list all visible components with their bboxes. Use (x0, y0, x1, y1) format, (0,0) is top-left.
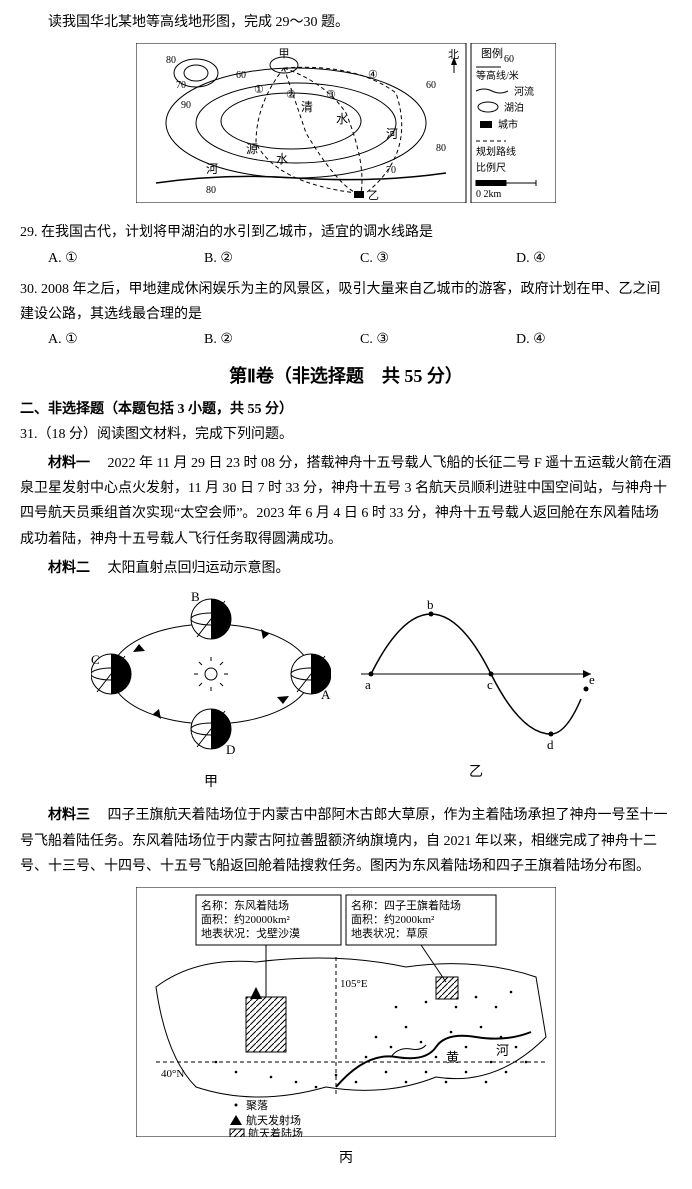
svg-text:城市: 城市 (498, 118, 518, 131)
svg-text:e: e (589, 672, 595, 687)
svg-text:河: 河 (386, 127, 398, 141)
svg-text:60: 60 (426, 80, 436, 91)
figure-map-bing: 名称：东风着陆场 面积：约20000km² 地表状况：戈壁沙漠 名称：四子王旗着… (20, 887, 672, 1171)
svg-text:70: 70 (386, 165, 396, 176)
material3-label: 材料三 (48, 808, 90, 823)
q29-options: A. ① B. ② C. ③ D. ④ (20, 246, 672, 271)
svg-text:④: ④ (368, 69, 378, 81)
q29-opt-a: A. ① (48, 246, 204, 271)
intro-29-30: 读我国华北某地等高线地形图，完成 29～30 题。 (20, 10, 672, 35)
q30-options: A. ① B. ② C. ③ D. ④ (20, 327, 672, 352)
svg-text:b: b (427, 599, 434, 612)
svg-text:航天发射场: 航天发射场 (246, 1113, 301, 1127)
svg-text:图例: 图例 (481, 46, 503, 60)
svg-text:a: a (365, 677, 371, 692)
svg-text:70: 70 (176, 80, 186, 91)
material1-text: 2022 年 11 月 29 日 23 时 08 分，搭载神舟十五号载人飞船的长… (20, 456, 671, 547)
svg-text:水: 水 (336, 112, 348, 126)
svg-text:水: 水 (276, 152, 288, 166)
svg-text:等高线/米: 等高线/米 (476, 69, 519, 82)
diagram-jia-svg: A B C D (91, 589, 331, 759)
diagram-yi-label: 乙 (351, 760, 601, 785)
svg-text:黄: 黄 (446, 1050, 459, 1065)
svg-text:名称：四子王旗着陆场: 名称：四子王旗着陆场 (351, 898, 461, 912)
q30-stem: 30. 2008 年之后，甲地建成休闲娱乐为主的风景区，吸引大量来自乙城市的游客… (20, 277, 672, 327)
svg-text:地表状况：戈壁沙漠: 地表状况：戈壁沙漠 (201, 926, 300, 940)
q30-opt-a: A. ① (48, 327, 204, 352)
q29-stem: 29. 在我国古代，计划将甲湖泊的水引到乙城市，适宜的调水线路是 (20, 220, 672, 245)
q29-opt-b: B. ② (204, 246, 360, 271)
q30-opt-b: B. ② (204, 327, 360, 352)
question-30: 30. 2008 年之后，甲地建成休闲娱乐为主的风景区，吸引大量来自乙城市的游客… (20, 277, 672, 353)
svg-text:面积：约2000km²: 面积：约2000km² (351, 913, 435, 926)
svg-text:d: d (547, 737, 554, 749)
svg-text:地表状况：草原: 地表状况：草原 (351, 926, 428, 940)
svg-text:①: ① (254, 84, 264, 96)
q29-opt-d: D. ④ (516, 246, 672, 271)
q31-head: 31.（18 分）阅读图文材料，完成下列问题。 (20, 422, 672, 447)
q30-opt-d: D. ④ (516, 327, 672, 352)
material2-text: 太阳直射点回归运动示意图。 (94, 561, 290, 576)
svg-text:航天着陆场: 航天着陆场 (248, 1126, 303, 1137)
svg-text:80: 80 (206, 185, 216, 196)
svg-text:C: C (91, 652, 100, 667)
svg-text:40°N: 40°N (161, 1068, 184, 1080)
svg-text:聚落: 聚落 (246, 1099, 268, 1112)
material2-label: 材料二 (48, 561, 90, 576)
part2-sub: 二、非选择题（本题包括 3 小题，共 55 分） (20, 397, 672, 422)
place-jia: 甲 (279, 48, 290, 60)
material1-label: 材料一 (48, 456, 90, 471)
q29-opt-c: C. ③ (360, 246, 516, 271)
svg-text:A: A (321, 687, 331, 702)
svg-text:清: 清 (301, 100, 313, 114)
svg-text:②: ② (286, 89, 296, 101)
figure-map1: 甲 ① ② ③ ④ 河 水 清 河 水 源 乙 80 70 60 60 70 8… (20, 43, 672, 212)
diagram-jia-wrap: A B C D 甲 (91, 589, 331, 795)
svg-text:河: 河 (496, 1043, 509, 1058)
diagram-yi-svg: a b c d e (351, 599, 601, 749)
svg-text:60: 60 (504, 54, 514, 65)
map1-svg: 甲 ① ② ③ ④ 河 水 清 河 水 源 乙 80 70 60 60 70 8… (136, 43, 556, 203)
svg-text:河: 河 (206, 162, 218, 176)
svg-text:源: 源 (246, 142, 258, 156)
svg-text:规划路线: 规划路线 (476, 145, 516, 158)
svg-text:B: B (191, 589, 200, 604)
svg-text:D: D (226, 742, 235, 757)
svg-text:0 2km: 0 2km (476, 189, 502, 200)
material1: 材料一 2022 年 11 月 29 日 23 时 08 分，搭载神舟十五号载人… (20, 451, 672, 552)
map-bing-svg: 名称：东风着陆场 面积：约20000km² 地表状况：戈壁沙漠 名称：四子王旗着… (136, 887, 556, 1137)
svg-text:90: 90 (181, 100, 191, 111)
material3: 材料三 四子王旗航天着陆场位于内蒙古中部阿木古郎大草原，作为主着陆场承担了神舟一… (20, 803, 672, 879)
svg-text:105°E: 105°E (340, 978, 368, 990)
map-bing-label: 丙 (20, 1146, 672, 1171)
box1-name: 名称：东风着陆场 (201, 898, 289, 912)
diagram-yi-wrap: a b c d e 乙 (351, 599, 601, 785)
svg-text:面积：约20000km²: 面积：约20000km² (201, 913, 291, 926)
material2: 材料二 太阳直射点回归运动示意图。 (20, 556, 672, 581)
svg-text:60: 60 (236, 70, 246, 81)
svg-text:乙: 乙 (368, 189, 379, 202)
svg-text:河流: 河流 (514, 85, 534, 98)
diagram-jia-label: 甲 (91, 770, 331, 795)
material3-text: 四子王旗航天着陆场位于内蒙古中部阿木古郎大草原，作为主着陆场承担了神舟一号至十一… (20, 808, 668, 873)
svg-text:80: 80 (436, 143, 446, 154)
svg-text:比例尺: 比例尺 (476, 161, 506, 174)
figure-row-jia-yi: A B C D 甲 (20, 589, 672, 795)
svg-text:80: 80 (166, 55, 176, 66)
part2-title: 第Ⅱ卷（非选择题 共 55 分） (20, 360, 672, 392)
svg-text:c: c (487, 677, 493, 692)
q30-opt-c: C. ③ (360, 327, 516, 352)
svg-text:湖泊: 湖泊 (504, 102, 524, 114)
svg-text:③: ③ (326, 89, 336, 101)
question-29: 29. 在我国古代，计划将甲湖泊的水引到乙城市，适宜的调水线路是 A. ① B.… (20, 220, 672, 270)
